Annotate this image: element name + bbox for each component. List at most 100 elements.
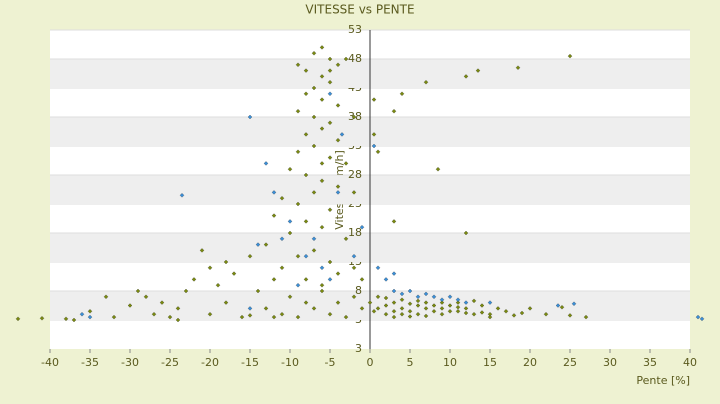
point: [311, 85, 317, 91]
point: [295, 253, 301, 259]
point: [571, 301, 577, 306]
point: [567, 53, 573, 59]
point: [87, 309, 93, 314]
point: [351, 265, 357, 271]
point: [583, 314, 589, 320]
point: [519, 310, 525, 316]
point: [271, 277, 277, 282]
point: [175, 306, 181, 311]
point: [287, 166, 293, 172]
point: [327, 68, 333, 73]
point: [327, 207, 333, 213]
point: [207, 265, 213, 271]
point: [295, 201, 301, 207]
point: [383, 311, 389, 317]
point: [431, 303, 437, 308]
point: [327, 56, 333, 62]
point: [327, 120, 333, 126]
point: [471, 298, 477, 304]
point: [503, 309, 509, 314]
point: [263, 161, 269, 166]
point: [343, 314, 349, 320]
x-tick-label: -20: [201, 356, 219, 369]
point: [463, 310, 469, 316]
point: [167, 314, 173, 320]
point: [295, 314, 301, 320]
point: [319, 224, 325, 230]
point: [159, 300, 165, 305]
point: [311, 306, 317, 311]
point: [439, 297, 445, 302]
point: [335, 271, 341, 276]
point: [279, 265, 285, 271]
point: [279, 311, 285, 317]
point: [311, 143, 317, 149]
point: [311, 190, 317, 195]
point: [335, 190, 341, 195]
point: [215, 282, 221, 288]
point: [339, 132, 345, 137]
point: [111, 314, 117, 320]
point: [391, 108, 397, 114]
point: [383, 303, 389, 308]
point: [423, 291, 429, 297]
point: [431, 294, 437, 300]
point: [383, 277, 389, 282]
point: [543, 311, 549, 317]
point: [447, 309, 453, 314]
point: [343, 56, 349, 62]
point: [463, 300, 469, 305]
point: [375, 294, 381, 300]
point: [319, 126, 325, 131]
point: [247, 306, 253, 311]
point: [311, 248, 317, 253]
x-axis-title: Pente [%]: [636, 374, 690, 387]
x-tick-label: 30: [603, 356, 617, 369]
point: [175, 317, 181, 323]
point: [151, 311, 157, 317]
point: [319, 265, 325, 271]
point: [423, 306, 429, 311]
point: [423, 300, 429, 305]
point: [239, 314, 245, 320]
point: [455, 305, 461, 310]
point: [435, 166, 441, 172]
x-tick-label: -10: [281, 356, 299, 369]
point: [439, 300, 445, 305]
point: [391, 288, 397, 294]
point: [179, 193, 185, 198]
point: [319, 97, 325, 102]
point: [319, 282, 325, 288]
point: [511, 313, 517, 318]
point: [335, 103, 341, 108]
chart-title: VITESSE vs PENTE: [305, 3, 414, 17]
point: [335, 62, 341, 68]
point: [335, 137, 341, 143]
point: [463, 230, 469, 236]
x-tick-label: 25: [563, 356, 577, 369]
point: [303, 300, 309, 305]
point: [423, 79, 429, 85]
point: [399, 291, 405, 297]
y-tick-label: 18: [348, 226, 362, 239]
y-tick-label: 28: [348, 168, 362, 181]
x-tick-label: -35: [81, 356, 99, 369]
point: [327, 91, 333, 97]
y-tick-label: 8: [355, 284, 362, 297]
point: [391, 314, 397, 320]
point: [223, 300, 229, 305]
point: [327, 155, 333, 160]
x-tick-label: -30: [121, 356, 139, 369]
point: [303, 253, 309, 259]
x-tick-label: -5: [325, 356, 336, 369]
point: [475, 68, 481, 73]
point: [447, 294, 453, 300]
point: [319, 45, 325, 50]
point: [415, 298, 421, 304]
point: [335, 184, 341, 189]
point: [487, 314, 493, 320]
point: [247, 114, 253, 120]
point: [255, 242, 261, 247]
point: [303, 132, 309, 137]
point: [415, 303, 421, 308]
